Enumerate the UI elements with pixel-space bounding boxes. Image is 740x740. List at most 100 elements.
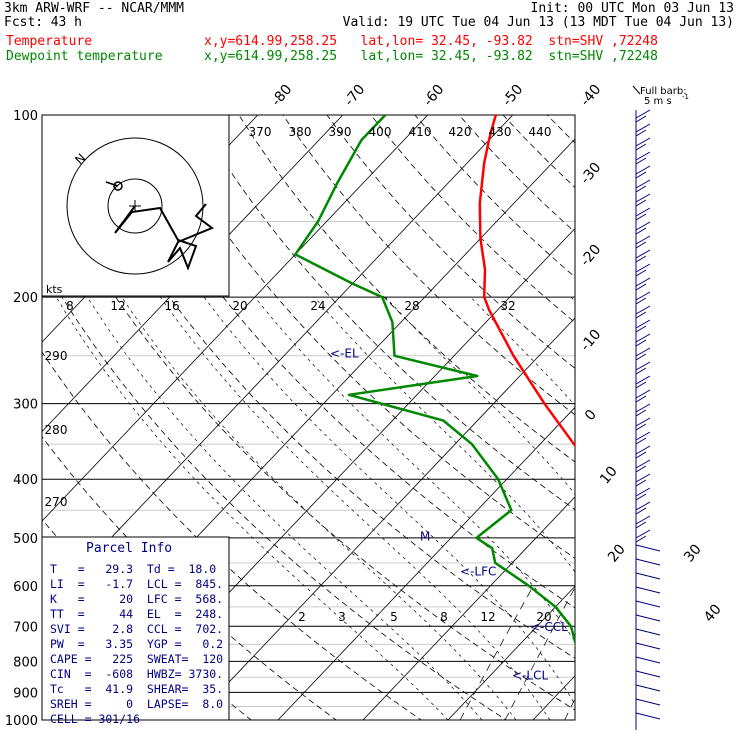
wind-barb bbox=[635, 277, 651, 287]
parcel-info-row: CIN = -608 HWBZ= 3730. bbox=[50, 667, 223, 681]
theta-label: 440 bbox=[529, 125, 552, 139]
wind-barb bbox=[635, 515, 651, 525]
model-title: 3km ARW-WRF -- NCAR/MMM bbox=[4, 1, 185, 16]
wind-barb bbox=[635, 199, 647, 207]
wind-barb bbox=[635, 487, 651, 497]
wind-barb bbox=[635, 403, 651, 413]
wind-barb bbox=[635, 501, 651, 511]
dewpoint-profile-line bbox=[294, 115, 575, 647]
wind-barb bbox=[635, 375, 651, 385]
wind-barb bbox=[635, 437, 647, 445]
pressure-tick-label: 1000 bbox=[5, 714, 38, 729]
moist-adiabat-line bbox=[385, 296, 575, 495]
forecast-label: Fcst: bbox=[4, 15, 44, 30]
wind-barb bbox=[635, 529, 651, 539]
wind-barb bbox=[635, 600, 661, 608]
wind-barb bbox=[635, 109, 651, 119]
wind-barb bbox=[635, 417, 651, 427]
parcel-info-box bbox=[41, 536, 230, 721]
barb-legend-title: Full barb: bbox=[640, 86, 687, 97]
isotherm-label: -50 bbox=[499, 82, 526, 110]
level-marker-label: <-LFC bbox=[460, 564, 496, 578]
hodograph-speed-label: 12 bbox=[110, 299, 125, 313]
barb-legend-sample bbox=[632, 85, 641, 95]
wind-barb bbox=[635, 143, 647, 151]
parcel-info-row: SVI = 2.8 CCL = 702. bbox=[50, 622, 223, 636]
pressure-tick-label: 200 bbox=[13, 291, 38, 306]
dry-adiabat-line bbox=[679, 115, 740, 733]
isotherm-label: 40 bbox=[701, 601, 725, 625]
dry-adiabat-line bbox=[635, 115, 740, 733]
isotherm-line bbox=[447, 585, 575, 720]
mixing-ratio-line bbox=[675, 586, 736, 720]
dry-adiabat-line bbox=[42, 351, 422, 720]
isotherm-line bbox=[42, 115, 429, 522]
hodograph-speed-label: 24 bbox=[310, 299, 325, 313]
theta-label: 410 bbox=[409, 125, 432, 139]
wind-barb bbox=[635, 712, 661, 720]
plot-frame bbox=[41, 114, 576, 721]
wind-barb bbox=[635, 333, 651, 343]
wind-barb bbox=[635, 123, 651, 133]
wind-barb bbox=[635, 241, 647, 249]
isotherm-line bbox=[362, 496, 575, 720]
theta-label: 400 bbox=[369, 125, 392, 139]
storm-motion-marker bbox=[105, 181, 119, 187]
dewpoint-legend-info: x,y=614.99,258.25 lat,lon= 32.45, -93.82… bbox=[204, 49, 658, 64]
mixing-ratio-line bbox=[564, 698, 575, 720]
mixing-ratio-line bbox=[504, 586, 575, 720]
wind-barb bbox=[635, 179, 651, 189]
dry-adiabat-line bbox=[62, 115, 575, 659]
wind-barb bbox=[635, 628, 661, 636]
wind-barb bbox=[635, 684, 661, 692]
pressure-tick-label: 300 bbox=[13, 398, 38, 413]
moist-adiabat-line bbox=[121, 296, 517, 720]
dry-adiabat-line bbox=[502, 115, 575, 188]
init-time: Init: 00 UTC Mon 03 Jun 13 bbox=[530, 1, 735, 16]
hodograph-speed-label: 28 bbox=[404, 299, 419, 313]
isotherm-line bbox=[0, 115, 3, 720]
wind-barb bbox=[635, 473, 651, 483]
forecast-hour: 43 h bbox=[50, 15, 82, 30]
pressure-tick-label: 700 bbox=[13, 620, 38, 635]
hodograph-speed-label: 16 bbox=[164, 299, 179, 313]
wind-barb bbox=[635, 445, 651, 455]
wind-barb bbox=[635, 465, 647, 473]
mixing-ratio-label: 5 bbox=[390, 610, 398, 624]
wind-barb bbox=[635, 572, 661, 580]
level-marker-label: <-CCL bbox=[530, 620, 568, 634]
dry-adiabat-line bbox=[591, 115, 740, 733]
wind-barb bbox=[635, 291, 651, 301]
isotherm-label: 30 bbox=[681, 541, 705, 565]
wind-barb bbox=[635, 137, 651, 147]
isotherm-label: -30 bbox=[577, 160, 604, 188]
wind-barb bbox=[635, 431, 651, 441]
hodograph-speed-label: 32 bbox=[500, 299, 515, 313]
theta-label: 380 bbox=[289, 125, 312, 139]
dry-adiabat-label: 280 bbox=[45, 423, 68, 437]
wind-barb bbox=[635, 459, 651, 469]
dry-adiabat-line bbox=[194, 115, 575, 511]
isotherm-label: 10 bbox=[597, 463, 621, 487]
dry-adiabat-line bbox=[238, 115, 575, 463]
isotherm-line bbox=[277, 406, 575, 720]
dry-adiabat-line bbox=[458, 115, 575, 233]
mixing-ratio-label: 8 bbox=[440, 610, 448, 624]
dry-adiabat-line bbox=[282, 115, 575, 416]
wind-barb bbox=[635, 325, 647, 333]
parcel-info-row: CAPE = 225 SWEAT= 120 bbox=[50, 652, 223, 666]
moist-adiabat-line bbox=[680, 297, 740, 720]
isotherm-label: -80 bbox=[268, 82, 295, 110]
wind-barb bbox=[635, 339, 647, 347]
barb-legend-exponent: -1 bbox=[682, 93, 689, 101]
dry-adiabat-line bbox=[106, 115, 575, 609]
wind-barb bbox=[635, 235, 651, 245]
mixing-ratio-label: 20 bbox=[536, 610, 551, 624]
mixing-ratio-label: 3 bbox=[338, 610, 346, 624]
wind-barb bbox=[635, 213, 647, 221]
dry-adiabat-line bbox=[546, 115, 575, 144]
storm-motion-marker bbox=[113, 181, 123, 191]
theta-label: 420 bbox=[449, 125, 472, 139]
isotherm-label: 0 bbox=[582, 407, 600, 424]
wind-barb bbox=[635, 367, 647, 375]
